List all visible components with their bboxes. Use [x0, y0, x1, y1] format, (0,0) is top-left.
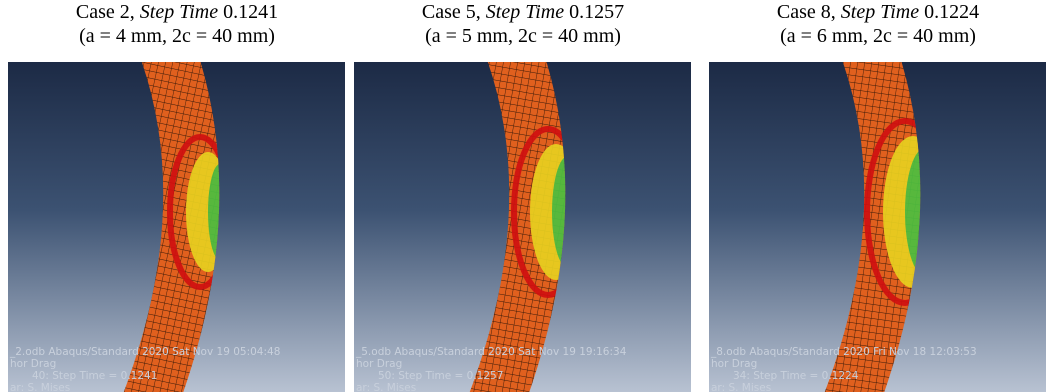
simulation-view: _8.odb Abaqus/Standard 2020 Fri Nov 18 1…	[709, 62, 1046, 392]
dimensions: (a = 6 mm, 2c = 40 mm)	[707, 24, 1049, 48]
overlay-text: hor Drag	[356, 358, 402, 370]
case-label: Case 8,	[777, 1, 836, 23]
caption-line: Case 2, Step Time 0.1241	[6, 0, 349, 24]
dimensions: (a = 4 mm, 2c = 40 mm)	[6, 24, 349, 48]
caption-line: Case 8, Step Time 0.1224	[707, 0, 1049, 24]
caption: Case 2, Step Time 0.1241(a = 4 mm, 2c = …	[6, 0, 349, 48]
overlay-text: ar: S. Mises	[10, 382, 70, 392]
caption-line: Case 5, Step Time 0.1257	[352, 0, 695, 24]
step-label: Step Time	[486, 1, 564, 23]
overlay-text: _2.odb Abaqus/Standard 2020 Sat Nov 19 0…	[9, 346, 280, 358]
caption: Case 8, Step Time 0.1224(a = 6 mm, 2c = …	[707, 0, 1049, 48]
step-value: 0.1224	[924, 1, 979, 23]
overlay-text: _8.odb Abaqus/Standard 2020 Fri Nov 18 1…	[710, 346, 977, 358]
case-label: Case 5,	[422, 1, 481, 23]
overlay-text: hor Drag	[10, 358, 56, 370]
overlay-text: hor Drag	[711, 358, 757, 370]
overlay-text: ar: S. Mises	[711, 382, 771, 392]
overlay-text: ar: S. Mises	[356, 382, 416, 392]
step-label: Step Time	[140, 1, 218, 23]
overlay-text: 50: Step Time = 0.1257	[378, 370, 503, 382]
caption: Case 5, Step Time 0.1257(a = 5 mm, 2c = …	[352, 0, 695, 48]
step-value: 0.1241	[223, 1, 278, 23]
case-label: Case 2,	[76, 1, 135, 23]
step-label: Step Time	[841, 1, 919, 23]
step-value: 0.1257	[569, 1, 624, 23]
simulation-view: _2.odb Abaqus/Standard 2020 Sat Nov 19 0…	[8, 62, 345, 392]
dimensions: (a = 5 mm, 2c = 40 mm)	[352, 24, 695, 48]
figure: Case 2, Step Time 0.1241(a = 4 mm, 2c = …	[0, 0, 1049, 392]
overlay-text: 40: Step Time = 0.1241	[32, 370, 157, 382]
simulation-view: _5.odb Abaqus/Standard 2020 Sat Nov 19 1…	[354, 62, 691, 392]
overlay-text: 34: Step Time = 0.1224	[733, 370, 859, 382]
overlay-text: _5.odb Abaqus/Standard 2020 Sat Nov 19 1…	[355, 346, 627, 358]
